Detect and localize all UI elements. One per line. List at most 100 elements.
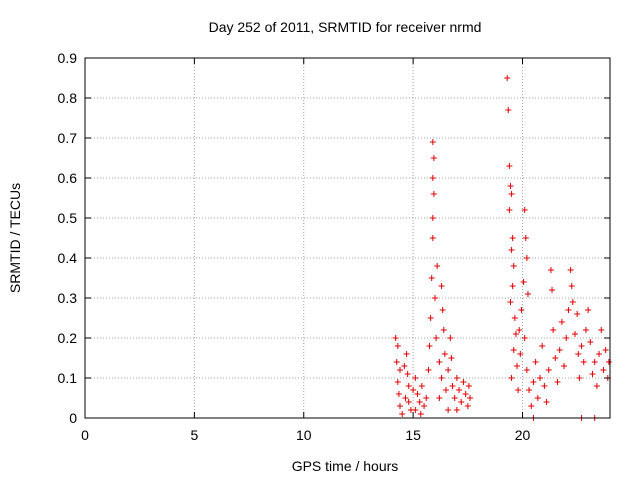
- y-tick-label: 0.4: [58, 250, 78, 266]
- data-point: [430, 155, 437, 161]
- data-point: [508, 191, 515, 197]
- data-point: [598, 327, 605, 333]
- data-point: [585, 307, 592, 313]
- data-point: [416, 399, 423, 405]
- data-point: [509, 235, 516, 241]
- y-tick-label: 0: [69, 410, 77, 426]
- data-point: [518, 307, 525, 313]
- data-point: [574, 311, 581, 317]
- data-point: [438, 375, 445, 381]
- data-point: [425, 367, 432, 373]
- data-point: [418, 383, 425, 389]
- data-point: [514, 363, 521, 369]
- data-point: [504, 75, 511, 81]
- data-point: [547, 267, 554, 273]
- data-point: [404, 371, 411, 377]
- data-point: [403, 351, 410, 357]
- x-tick-label: 0: [81, 427, 89, 443]
- data-point: [511, 315, 518, 321]
- data-point: [575, 351, 582, 357]
- data-point: [508, 375, 515, 381]
- data-point: [436, 395, 443, 401]
- data-point: [521, 207, 528, 213]
- data-point: [541, 383, 548, 389]
- data-points: [392, 75, 612, 421]
- data-point: [412, 375, 419, 381]
- data-point: [508, 247, 515, 253]
- data-point: [505, 107, 512, 113]
- data-point: [537, 375, 543, 381]
- data-point: [512, 331, 519, 337]
- data-point: [429, 175, 436, 181]
- data-point: [523, 367, 530, 373]
- data-point: [534, 395, 541, 401]
- data-point: [549, 287, 556, 293]
- grid-lines: [85, 58, 610, 418]
- y-tick-label: 0.2: [58, 330, 78, 346]
- data-point: [427, 315, 434, 321]
- data-point: [522, 235, 529, 241]
- data-point: [453, 407, 460, 413]
- data-point: [526, 387, 533, 393]
- data-point: [414, 391, 421, 397]
- data-point: [600, 367, 607, 373]
- data-point: [558, 319, 565, 325]
- data-point: [426, 343, 433, 349]
- y-tick-label: 0.5: [58, 210, 78, 226]
- data-point: [449, 383, 456, 389]
- data-point: [530, 379, 537, 385]
- data-point: [439, 307, 446, 313]
- data-point: [528, 403, 535, 409]
- data-point: [524, 291, 531, 297]
- data-point: [434, 263, 441, 269]
- data-point: [456, 387, 463, 393]
- data-point: [393, 359, 400, 365]
- data-point: [423, 395, 430, 401]
- data-point: [532, 359, 539, 365]
- data-point: [510, 347, 517, 353]
- data-point: [410, 387, 417, 393]
- data-point: [589, 371, 596, 377]
- data-point: [445, 367, 452, 373]
- data-point: [429, 215, 436, 221]
- data-point: [572, 331, 578, 337]
- data-point: [447, 335, 454, 341]
- data-point: [554, 379, 561, 385]
- data-point: [556, 347, 563, 353]
- data-point: [417, 411, 424, 417]
- data-point: [394, 343, 401, 349]
- data-point: [433, 335, 440, 341]
- data-point: [395, 391, 402, 397]
- data-point: [563, 335, 570, 341]
- data-point: [429, 139, 436, 145]
- data-point: [582, 327, 589, 333]
- data-point: [402, 395, 409, 401]
- y-axis-ticks: 0 0.1 0.2 0.3 0.4 0.5 0.6 0.7 0.8 0.9: [58, 50, 610, 426]
- plot-frame: [84, 57, 611, 419]
- y-axis-label: SRMTID / TECUs: [7, 183, 23, 293]
- data-point: [464, 403, 471, 409]
- data-point: [510, 263, 517, 269]
- data-point: [587, 339, 594, 345]
- data-point: [397, 403, 403, 409]
- data-point: [523, 255, 530, 261]
- data-point: [552, 355, 559, 361]
- data-point: [605, 359, 612, 365]
- x-axis-label: GPS time / hours: [292, 458, 399, 474]
- data-point: [550, 327, 557, 333]
- data-point: [394, 379, 401, 385]
- data-point: [591, 359, 598, 365]
- data-point: [520, 279, 527, 285]
- data-point: [507, 299, 514, 305]
- data-point: [543, 399, 550, 405]
- chart-title: Day 252 of 2011, SRMTID for receiver nrm…: [209, 19, 482, 35]
- data-point: [430, 191, 437, 197]
- data-point: [565, 307, 572, 313]
- data-point: [429, 235, 436, 241]
- data-point: [448, 355, 455, 361]
- data-point: [401, 363, 408, 369]
- data-point: [517, 351, 524, 357]
- data-point: [397, 367, 403, 373]
- data-point: [465, 383, 472, 389]
